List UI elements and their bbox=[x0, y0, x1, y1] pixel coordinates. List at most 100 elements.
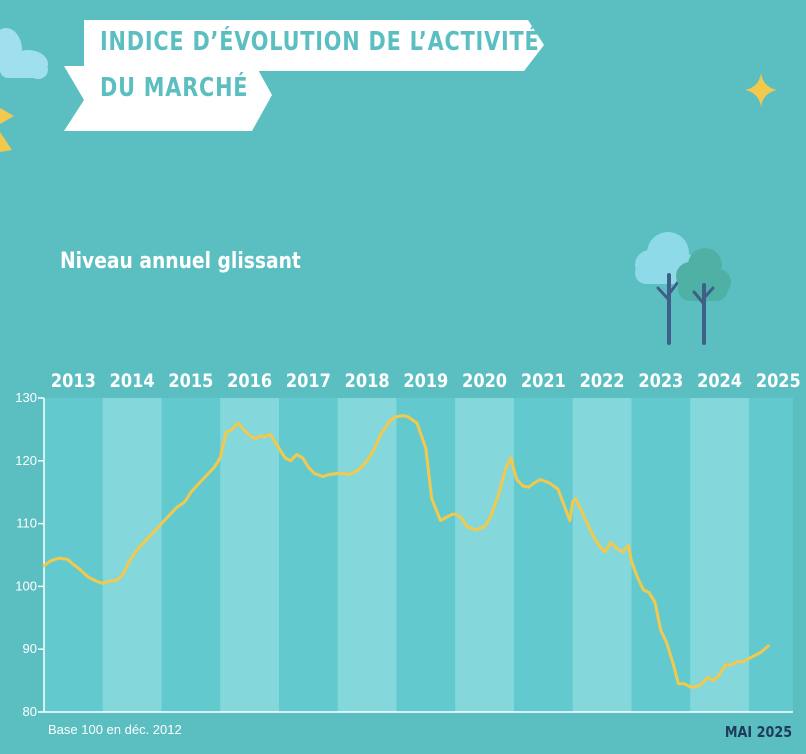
data-point bbox=[574, 497, 577, 500]
year-band bbox=[690, 398, 749, 712]
data-point bbox=[307, 465, 310, 469]
data-point bbox=[724, 663, 727, 667]
data-point bbox=[348, 473, 351, 476]
data-point bbox=[283, 456, 287, 459]
data-point bbox=[195, 484, 199, 488]
data-point bbox=[268, 433, 272, 436]
data-point bbox=[465, 525, 469, 529]
data-point bbox=[230, 428, 234, 431]
data-point bbox=[509, 456, 513, 459]
data-point bbox=[401, 414, 404, 417]
data-point bbox=[603, 550, 607, 554]
data-point bbox=[224, 431, 228, 434]
data-point bbox=[154, 528, 157, 532]
data-point bbox=[615, 547, 619, 551]
data-point bbox=[145, 538, 149, 541]
page-title-line-1: INDICE D’ÉVOLUTION DE L’ACTIVITÉ bbox=[100, 27, 540, 57]
data-point bbox=[72, 563, 75, 566]
data-point bbox=[453, 512, 457, 516]
data-point bbox=[248, 434, 251, 437]
x-tick-label: 2022 bbox=[580, 371, 625, 393]
data-point bbox=[747, 657, 751, 660]
data-point bbox=[395, 415, 398, 419]
sun-icon bbox=[0, 108, 14, 152]
cloud-icon bbox=[0, 28, 48, 79]
x-tick-label: 2021 bbox=[521, 371, 566, 393]
data-point bbox=[659, 629, 663, 632]
data-point bbox=[562, 503, 566, 507]
x-tick-label: 2017 bbox=[286, 371, 331, 393]
data-point bbox=[57, 556, 60, 560]
data-point bbox=[312, 472, 316, 475]
data-point bbox=[647, 591, 651, 594]
x-tick-label: 2020 bbox=[462, 371, 507, 393]
data-point bbox=[160, 522, 163, 525]
data-point bbox=[380, 431, 384, 434]
data-point bbox=[712, 679, 715, 682]
data-point bbox=[630, 559, 633, 563]
data-point bbox=[213, 465, 216, 469]
data-point bbox=[289, 459, 293, 463]
x-tick-label: 2019 bbox=[403, 371, 448, 393]
x-tick-label: 2018 bbox=[345, 371, 390, 393]
data-point bbox=[483, 525, 486, 529]
data-point bbox=[254, 437, 257, 441]
title-banner bbox=[64, 20, 544, 131]
data-point bbox=[356, 468, 360, 472]
data-point bbox=[77, 567, 81, 571]
data-point bbox=[242, 428, 246, 431]
data-point bbox=[653, 600, 657, 604]
data-point bbox=[688, 685, 692, 689]
data-point bbox=[641, 588, 645, 591]
data-point bbox=[336, 472, 340, 475]
data-point bbox=[415, 421, 419, 425]
data-point bbox=[127, 559, 131, 563]
data-point bbox=[609, 541, 613, 544]
y-tick-label: 90 bbox=[23, 641, 37, 656]
data-point bbox=[439, 519, 442, 522]
data-point bbox=[95, 580, 99, 583]
data-point bbox=[86, 575, 90, 579]
data-point bbox=[262, 435, 266, 439]
y-tick-label: 130 bbox=[15, 390, 37, 405]
data-point bbox=[174, 506, 178, 510]
data-point bbox=[489, 516, 492, 519]
data-point bbox=[277, 446, 281, 450]
data-point bbox=[218, 456, 222, 459]
data-point bbox=[474, 528, 478, 532]
data-point bbox=[700, 682, 704, 686]
data-point bbox=[166, 516, 169, 519]
data-point bbox=[189, 490, 193, 494]
x-tick-label: 2014 bbox=[110, 371, 155, 393]
data-point bbox=[236, 421, 240, 425]
data-point bbox=[512, 468, 516, 472]
data-point bbox=[571, 500, 575, 503]
data-point bbox=[116, 578, 119, 582]
sparkle-star-icon bbox=[745, 73, 777, 107]
data-point bbox=[741, 660, 745, 664]
data-point bbox=[547, 481, 551, 485]
data-point bbox=[321, 475, 325, 478]
data-point bbox=[627, 544, 630, 547]
base-note: Base 100 en déc. 2012 bbox=[48, 722, 182, 737]
y-tick-label: 120 bbox=[15, 453, 37, 468]
x-tick-label: 2024 bbox=[697, 371, 742, 393]
decoration-layer bbox=[0, 20, 777, 345]
data-point bbox=[342, 472, 345, 475]
date-label: MAI 2025 bbox=[724, 723, 792, 741]
data-point bbox=[694, 685, 698, 689]
year-band bbox=[220, 398, 279, 712]
data-point bbox=[260, 434, 263, 437]
data-point bbox=[621, 550, 624, 554]
data-point bbox=[556, 487, 560, 491]
data-point bbox=[767, 644, 770, 648]
plot-area bbox=[44, 398, 793, 712]
data-point bbox=[521, 484, 525, 488]
data-point bbox=[591, 534, 595, 538]
data-point bbox=[295, 453, 298, 456]
y-tick-label: 80 bbox=[23, 704, 37, 719]
data-point bbox=[101, 581, 105, 585]
data-point bbox=[42, 564, 46, 567]
data-point bbox=[759, 651, 762, 654]
trees-icon bbox=[635, 232, 731, 345]
